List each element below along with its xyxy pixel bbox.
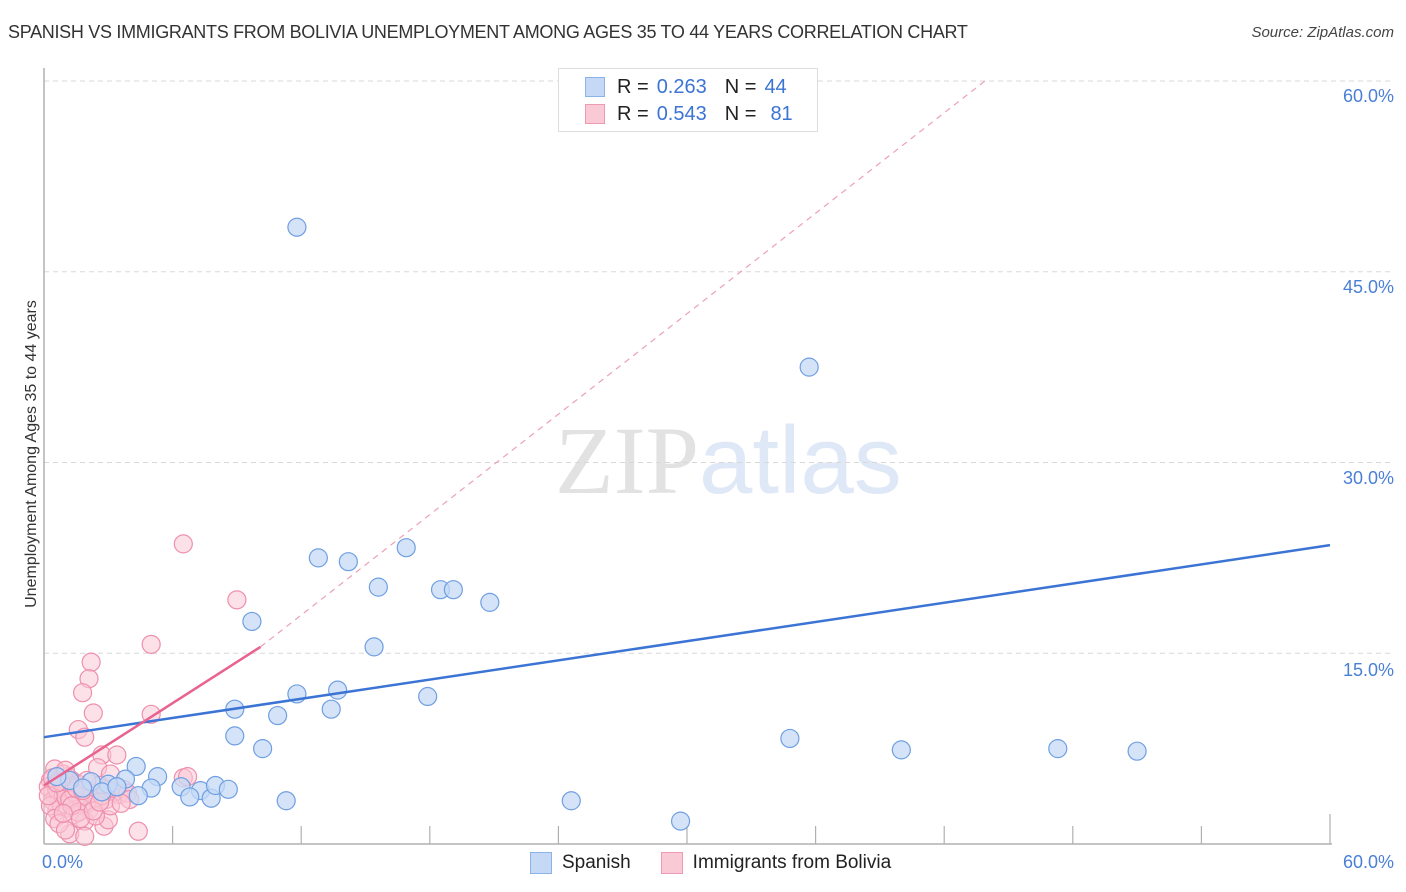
data-point [55, 820, 76, 840]
legend-item-bolivia[interactable]: Immigrants from Bolivia [660, 852, 892, 874]
r-value: 0.543 [656, 102, 707, 125]
gridlines [44, 80, 1392, 654]
data-point [141, 634, 161, 654]
data-point [1127, 741, 1147, 761]
data-point [396, 538, 416, 558]
spanish-swatch-icon [530, 852, 552, 874]
y-tick-15: 15.0% [1342, 660, 1394, 680]
x-tick-60: 60.0% [1342, 852, 1394, 872]
data-point [107, 777, 127, 797]
data-point [670, 811, 691, 831]
spanish-trend-line [43, 543, 1331, 739]
data-point [72, 778, 93, 798]
bolivia-trend-line [43, 645, 262, 787]
data-point [891, 740, 911, 760]
data-point [81, 652, 101, 672]
data-point [180, 787, 200, 807]
data-point [111, 793, 131, 813]
chart-title: SPANISH VS IMMIGRANTS FROM BOLIVIA UNEMP… [8, 22, 968, 42]
n-value: 44 [764, 75, 787, 98]
data-point [107, 745, 127, 765]
series-legend: Spanish Immigrants from Bolivia [530, 852, 921, 874]
y-tick-45: 45.0% [1342, 277, 1394, 297]
x-tick-0: 0.0% [42, 852, 84, 872]
y-axis-label: Unemployment Among Ages 35 to 44 years [23, 300, 40, 608]
data-point [128, 821, 148, 841]
y-tick-60: 60.0% [1342, 86, 1394, 106]
data-point [308, 548, 328, 568]
data-point [126, 756, 146, 777]
source-credit: Source: ZipAtlas.com [1251, 24, 1394, 41]
data-point [321, 699, 341, 719]
data-point [799, 357, 819, 377]
legend-item-spanish[interactable]: Spanish [530, 852, 631, 874]
data-point [242, 611, 262, 632]
axes [43, 68, 1332, 845]
data-point [328, 680, 348, 700]
data-point [253, 739, 273, 759]
data-point [338, 552, 358, 572]
watermark-atlas: atlas [699, 407, 902, 514]
data-point [561, 791, 581, 811]
bolivia-swatch-icon [585, 104, 605, 124]
data-point [268, 705, 288, 726]
data-point [418, 686, 438, 707]
n-label: N = [724, 102, 757, 125]
data-point [128, 786, 148, 806]
bolivia-trend-extension [260, 80, 986, 648]
spanish-swatch-icon [585, 77, 605, 97]
data-point [75, 826, 95, 846]
data-point [276, 791, 296, 811]
y-tick-30: 30.0% [1342, 468, 1394, 488]
data-point [443, 580, 463, 600]
series-spanish-points [47, 217, 1147, 831]
legend-label-spanish: Spanish [562, 852, 631, 873]
data-point [227, 590, 247, 610]
legend-label-bolivia: Immigrants from Bolivia [692, 852, 892, 873]
n-label: N = [724, 75, 757, 98]
data-point [780, 728, 800, 749]
data-point [1048, 739, 1068, 759]
legend-row-spanish: R = 0.263 N = 44 [585, 75, 787, 99]
data-point [218, 779, 238, 799]
watermark-zip: ZIP [555, 407, 699, 514]
bolivia-swatch-icon [660, 852, 683, 874]
data-point [480, 592, 500, 612]
trend-lines [43, 80, 1331, 787]
data-point [364, 637, 384, 657]
stats-legend: R = 0.263 N = 44 R = 0.543 N = 81 [558, 68, 818, 132]
r-label: R = [617, 75, 649, 98]
data-point [287, 217, 307, 237]
data-point [53, 803, 73, 824]
watermark: ZIPatlas [555, 405, 902, 516]
data-point [83, 703, 103, 723]
data-point [72, 683, 93, 703]
r-label: R = [617, 102, 649, 125]
legend-row-bolivia: R = 0.543 N = 81 [585, 102, 793, 126]
r-value: 0.263 [656, 75, 707, 98]
data-point [368, 577, 388, 597]
data-point [225, 726, 245, 746]
data-point [173, 534, 193, 554]
n-value: 81 [770, 102, 793, 125]
